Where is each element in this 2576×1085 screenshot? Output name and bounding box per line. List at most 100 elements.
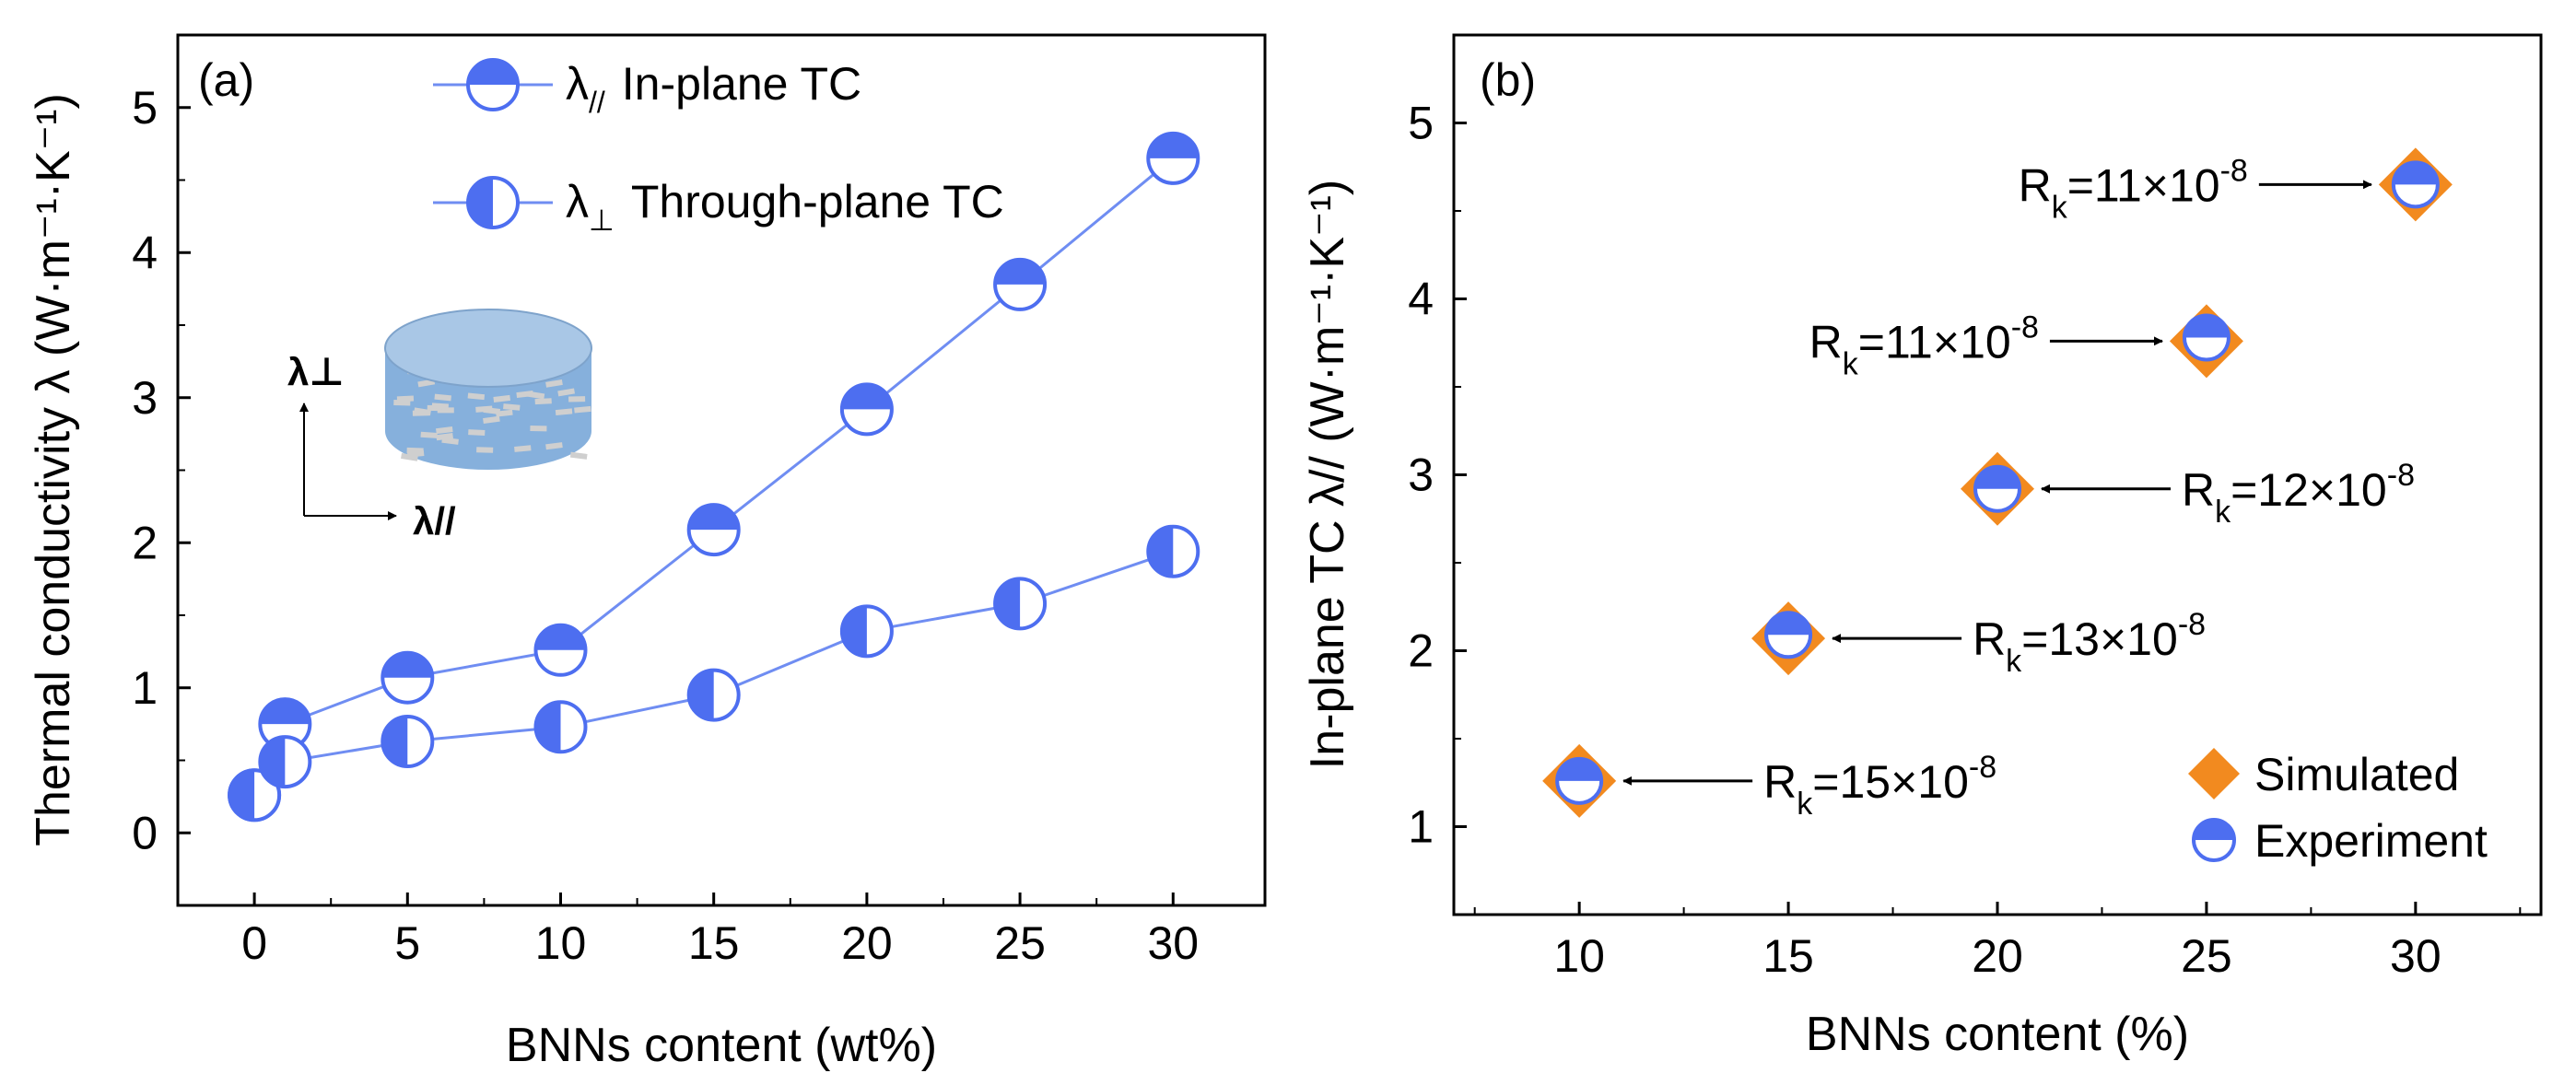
inset-flakes (393, 368, 591, 461)
annotation-value: =11×10 (2067, 159, 2220, 211)
inset-flake (514, 445, 532, 452)
annotation-exp: -8 (2220, 153, 2248, 188)
legend-symbol-in-plane: λ (566, 58, 589, 110)
inset-flake (412, 410, 429, 416)
x-tick-label: 10 (535, 917, 587, 969)
panel-a-label: (a) (198, 54, 254, 106)
annotation-sub: k (1843, 346, 1859, 381)
y-tick-label: 5 (132, 82, 158, 134)
inset-flake (467, 392, 486, 401)
data-point-s0-3 (533, 623, 588, 677)
annotation-text: Rk=15×10-8 (1763, 750, 1996, 822)
inset-illustration: λ⊥ λ// (287, 309, 592, 542)
panel-a: 0 5 10 15 20 25 30 0 1 2 3 4 5 (a) BNNs content (wt%… (27, 33, 1267, 1072)
annotation-sub: k (2215, 495, 2231, 530)
x-tick-label: 30 (1147, 917, 1199, 969)
legend-icon-simulated (2188, 748, 2240, 799)
x-tick-label: 10 (1553, 930, 1605, 982)
legend-icon-in-plane (466, 58, 520, 111)
legend-icon-experiment (2192, 818, 2236, 862)
experiment-point-4 (2391, 160, 2440, 209)
data-point-s1-4 (686, 668, 741, 722)
annotation-4: Rk=11×10-8 (2019, 153, 2372, 225)
experiment-point-0 (1555, 756, 1604, 805)
inset-flake (441, 437, 459, 445)
x-tick-label: 30 (2390, 930, 2441, 982)
inset-flake (420, 431, 438, 438)
annotation-text: Rk=11×10-8 (2019, 153, 2248, 225)
panel-b-series (1542, 147, 2453, 818)
annotation-exp: -8 (2387, 458, 2415, 493)
data-point-s1-2 (381, 715, 435, 769)
inset-flake (393, 399, 411, 406)
data-point-s1-0 (228, 768, 282, 822)
experiment-point-2 (1973, 464, 2021, 513)
y-tick-label: 4 (132, 227, 158, 278)
x-tick-label: 15 (688, 917, 740, 969)
inset-flake (555, 408, 573, 416)
inset-disk-top (384, 309, 592, 388)
inset-flake (475, 405, 493, 413)
data-point-s0-6 (993, 257, 1048, 311)
legend-symbol-through-plane: λ (566, 176, 589, 228)
annotation-base: R (2182, 464, 2215, 516)
annotation-1: Rk=13×10-8 (1832, 607, 2206, 679)
panel-a-plot-frame (176, 33, 1267, 907)
x-tick-label: 0 (241, 917, 267, 969)
x-tick-label: 5 (394, 917, 420, 969)
y-tick-label: 1 (132, 662, 158, 714)
annotation-text: Rk=12×10-8 (2182, 458, 2415, 530)
experiment-point-3 (2182, 313, 2231, 362)
inset-flake (493, 394, 511, 402)
annotation-text: Rk=13×10-8 (1973, 607, 2206, 679)
y-tick-label: 2 (132, 517, 158, 568)
legend-label-experiment: Experiment (2254, 815, 2488, 867)
data-point-s1-5 (839, 604, 894, 659)
legend-sub-in-plane: // (589, 86, 605, 119)
inset-flake (545, 379, 563, 388)
inset-flake (496, 409, 513, 417)
annotation-3: Rk=11×10-8 (1809, 309, 2163, 381)
inset-flake (483, 415, 500, 425)
annotation-value: =11×10 (1858, 316, 2011, 368)
legend-icon-through-plane (466, 176, 520, 229)
inset-horizontal-label: λ// (413, 499, 456, 542)
inset-flake (436, 426, 453, 435)
annotation-exp: -8 (1969, 750, 1996, 785)
panel-a-x-axis-title: BNNs content (wt%) (506, 1019, 937, 1072)
annotation-base: R (1809, 316, 1843, 368)
legend-marker-simulated (2188, 748, 2240, 799)
inset-flake (534, 398, 552, 405)
inset-flake (476, 447, 494, 453)
annotation-2: Rk=12×10-8 (2041, 458, 2415, 530)
annotation-sub: k (2006, 644, 2022, 679)
inset-flake (530, 426, 547, 432)
data-point-s0-4 (686, 503, 741, 557)
y-tick-label: 2 (1408, 625, 1434, 677)
panel-a-series (228, 131, 1200, 822)
x-tick-label: 25 (2181, 930, 2232, 982)
x-tick-label: 15 (1762, 930, 1814, 982)
x-tick-label: 25 (994, 917, 1046, 969)
data-point-s0-5 (839, 382, 894, 437)
legend-label-through-plane: λ⊥ Through-plane TC (566, 176, 1004, 237)
legend-marker-in-plane (466, 58, 520, 111)
annotation-value: =15×10 (1812, 756, 1969, 808)
annotation-base: R (1973, 613, 2006, 665)
legend-text-in-plane: In-plane TC (622, 58, 861, 110)
y-tick-label: 3 (1408, 449, 1434, 501)
legend-marker-through-plane (466, 176, 520, 229)
data-point-s1-7 (1146, 524, 1200, 578)
annotation-0: Rk=15×10-8 (1622, 750, 1996, 822)
inset-vertical-label: λ⊥ (287, 350, 345, 393)
inset-flake (434, 393, 451, 402)
y-tick-label: 5 (1408, 98, 1434, 149)
annotation-sub: k (2052, 190, 2068, 225)
panel-a-ticks: 0 5 10 15 20 25 30 0 1 2 3 4 5 (132, 82, 1199, 969)
annotation-exp: -8 (2178, 607, 2206, 642)
inset-flake (568, 396, 586, 402)
inset-flake (527, 391, 545, 400)
inset-flake (503, 403, 521, 411)
